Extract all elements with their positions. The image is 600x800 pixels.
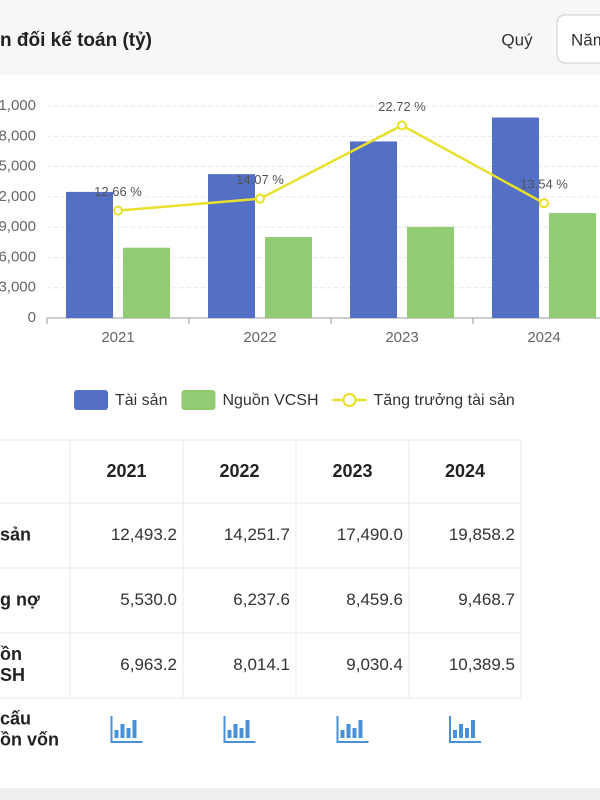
table-header: 2021 [106,461,146,481]
icon-bar [459,724,463,738]
table-cell: 8,014.1 [233,655,290,674]
y-tick-label: 3,000 [0,279,36,296]
chart-icon[interactable] [110,716,143,743]
data-label: 12.66 % [94,184,142,199]
y-tick-label: 21,000 [0,97,36,114]
row-label: ồn [0,644,22,664]
legend-label: Tăng trưởng tài sản [374,392,515,409]
bar [350,141,397,318]
table-header: 2023 [332,461,372,481]
legend-label: Tài sản [115,392,167,409]
icon-bar [126,728,131,738]
data-label: 22.72 % [378,99,426,114]
bar [208,174,255,318]
icon-bar [233,724,238,738]
row-label: sản [0,524,31,544]
table-cell: 9,468.7 [458,590,515,609]
bar [66,191,113,318]
row-label: cấu [0,708,31,728]
table-header: 2024 [445,461,485,481]
title: n đối kế toán (tỷ) [0,30,152,51]
chart-icon[interactable] [336,716,369,743]
bar [123,247,170,318]
row-label: SH [0,665,25,685]
icon-bar [465,728,469,738]
table-cell: 12,493.2 [111,525,177,544]
y-tick-label: 18,000 [0,127,36,144]
bar [407,226,454,318]
x-tick-label: 2024 [527,329,560,346]
data-label: 13.54 % [520,177,568,192]
chart-icon[interactable] [223,716,256,743]
table-cell: 6,963.2 [120,655,177,674]
table-cell: 10,389.5 [449,655,515,674]
table-header: 2022 [219,461,259,481]
legend-label: Nguồn VCSH [222,392,318,409]
line-point [397,120,407,131]
table-cell: 19,858.2 [449,525,515,544]
icon-bar [227,730,232,738]
icon-bar [471,720,475,738]
table-cell: 6,237.6 [233,590,290,609]
y-tick-label: 6,000 [0,248,36,265]
chart-icon[interactable] [449,716,481,743]
tab-quarter[interactable]: Quý [501,30,533,49]
icon-bar [453,730,457,738]
tab-year-box[interactable] [556,14,600,64]
table-cell: 8,459.6 [346,590,403,609]
icon-bar [239,728,244,738]
icon-bar [358,720,363,738]
line-point [113,205,123,216]
legend-swatch [181,390,216,410]
line-point [539,198,549,209]
data-label: 14.07 % [236,172,284,187]
bottom-strip [0,788,600,800]
icon-bar [132,720,137,738]
line [117,123,545,212]
y-tick-label: 15,000 [0,158,36,175]
bar [549,213,596,318]
icon-bar [346,724,351,738]
legend-swatch [342,393,357,407]
table-cell: 9,030.4 [346,655,403,674]
bar [492,117,539,319]
row-label: ồn vốn [0,729,59,749]
x-tick-label: 2021 [101,329,134,346]
line-point [255,193,265,204]
header-bar [0,0,600,75]
y-tick-label: 12,000 [0,188,36,205]
table-cell: 5,530.0 [120,590,177,609]
x-tick-label: 2022 [243,329,276,346]
y-tick-label: 9,000 [0,218,36,235]
row-label: g nợ [0,589,40,609]
icon-bar [352,728,357,738]
y-tick-label: 0 [28,309,36,326]
icon-bar [340,730,345,738]
icon-bar [120,724,125,738]
icon-bar [114,730,119,738]
tab-year[interactable]: Năm [571,30,600,49]
x-tick-label: 2023 [385,329,418,346]
bar [265,237,312,318]
table-cell: 14,251.7 [224,525,290,544]
legend-swatch [74,390,108,410]
icon-bar [245,720,250,738]
table-cell: 17,490.0 [337,525,403,544]
